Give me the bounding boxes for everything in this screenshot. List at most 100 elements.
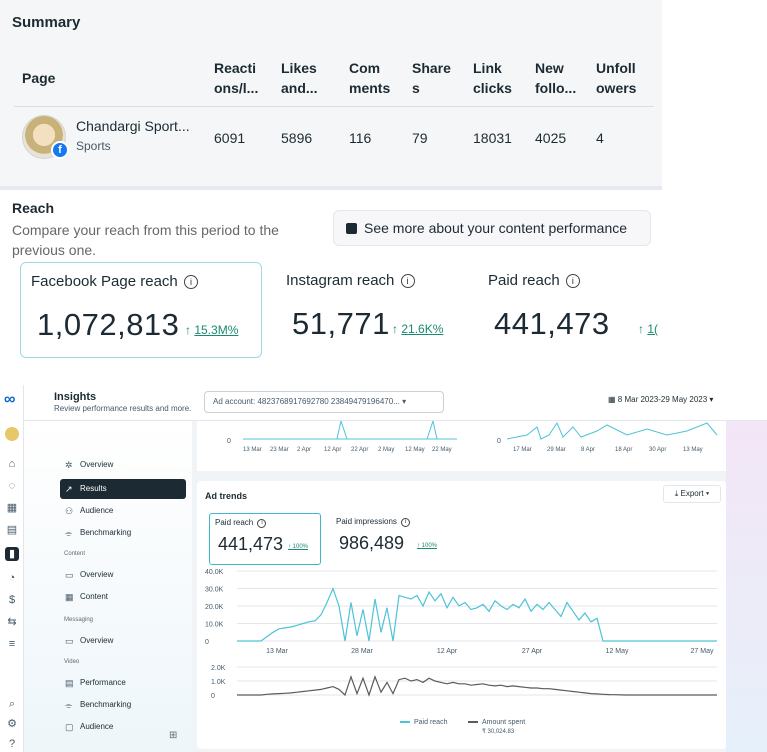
col-link-clicks[interactable]: Link clicks [473,60,512,96]
y-tick-top: 30.0K [205,587,224,594]
cell-link-clicks: 18031 [473,130,512,146]
paid-reach-card[interactable]: Paid reach i 441,473 ↑ 1( [478,262,662,358]
sidebar-item-results[interactable]: ↗ Results [60,479,186,499]
paid-reach-value: 441,473 [494,306,610,341]
collapse-sidebar-icon[interactable]: ⊞ [169,730,178,741]
cell-reactions: 6091 [214,130,246,146]
ig-reach-label: Instagram reach [286,272,395,289]
message-icon[interactable]: ⇆ [7,616,17,628]
kpi-paid-reach[interactable]: Paid reach i 441,473 ↑ 100% [209,513,321,565]
bell-icon[interactable]: ◌ [8,480,16,492]
top-tick-left: 2 May [378,447,394,453]
help-icon[interactable]: ? [8,738,16,750]
sidebar-item-content[interactable]: ▦ Content [60,587,186,607]
sidebar-item-video-benchmarking[interactable]: ⌯ Benchmarking [60,695,186,715]
insights-subtitle: Review performance results and more. [54,404,192,413]
section-content: Content [64,551,86,557]
page-icon: ▭ [65,636,74,646]
sidebar-item-audience[interactable]: ⚇ Audience [60,501,186,521]
info-icon[interactable]: i [565,274,580,288]
benchmark-icon: ⌯ [65,700,73,710]
col-shares[interactable]: Share s [412,60,451,96]
col-unfollowers[interactable]: Unfoll owers [596,60,637,96]
insights-icon[interactable]: ▮ [5,547,19,561]
col-comments[interactable]: Com ments [349,60,391,96]
col-new-followers[interactable]: New follo... [535,60,577,96]
export-button[interactable]: ⤓ Export ▾ [663,485,721,503]
x-tick: 28 Mar [351,648,373,655]
people-icon: ⚇ [65,506,74,516]
info-icon[interactable]: i [400,274,415,288]
x-tick: 12 May [606,648,629,655]
meta-logo[interactable]: ∞ [4,391,16,408]
fb-reach-label: Facebook Page reach [31,273,178,290]
top-tick-left: 12 Apr [324,447,341,453]
y-tick-top: 10.0K [205,622,224,629]
profile-avatar[interactable] [5,427,19,441]
sidebar-item-content-overview[interactable]: ▭ Overview [60,565,186,585]
page-name[interactable]: Chandargi Sport... [76,118,190,134]
top-chart-ticks-right: 17 Mar 29 Mar 8 Apr 18 Apr 30 Apr 13 May [513,447,703,453]
pages-icon[interactable]: ▤ [6,524,18,536]
megaphone-icon[interactable]: ◔ [8,572,16,584]
ig-reach-delta[interactable]: ↑ 21.6K% [392,322,444,336]
home-icon[interactable]: ⌂ [8,458,16,470]
sidebar-item-benchmarking[interactable]: ⌯ Benchmarking [60,523,186,543]
sidebar-item-messaging-overview[interactable]: ▭ Overview [60,631,186,651]
y-tick-bottom: 0 [211,693,215,700]
benchmark-icon: ⌯ [65,528,73,538]
x-tick: 27 Apr [522,648,543,655]
menu-icon[interactable]: ≡ [8,638,16,650]
col-likes[interactable]: Likes and... [281,60,318,96]
sidebar-item-video-audience[interactable]: ▢ Audience [60,717,186,737]
instagram-reach-card[interactable]: Instagram reach i 51,771 ↑ 21.6K% [276,262,476,358]
top-tick-left: 2 Apr [297,447,311,453]
svg-text:0: 0 [227,438,231,445]
top-tick-right: 29 Mar [547,447,566,453]
table-divider [14,106,654,107]
see-more-label: See more about your content performance [364,220,628,236]
ad-account-select[interactable]: Ad account: 4823768917692780 23849479196… [204,391,444,413]
insights-screen: ∞ ⌂ ◌ ▦ ▤ ▮ ◔ $ ⇆ ≡ ⌕ ⚙ ? Insights Revie… [0,385,767,752]
top-chart-ticks-left: 13 Mar 23 Mar 2 Apr 12 Apr 22 Apr 2 May 12 May… [243,447,452,453]
x-tick: 13 Mar [266,648,288,655]
sidebar-item-video-performance[interactable]: ▤ Performance [60,673,186,693]
ad-trends-card: Ad trends ⤓ Export ▾ Paid reach i 441,47… [197,481,726,749]
insights-title: Insights [54,391,97,403]
y-tick-top: 20.0K [205,604,224,611]
col-page[interactable]: Page [22,70,56,86]
kpi-paid-impressions-value: 986,489 [339,533,405,553]
top-tick-left: 22 May [432,447,452,453]
col-reactions[interactable]: Reacti ons/l... [214,60,259,96]
search-icon[interactable]: ⌕ [8,698,16,710]
cell-shares: 79 [412,130,428,146]
series-paid-reach [237,586,717,642]
dollar-icon[interactable]: $ [8,594,16,606]
legend-paid-reach[interactable]: Paid reach [400,719,447,726]
cell-unfollowers: 4 [596,130,604,146]
facebook-reach-card[interactable]: Facebook Page reach i 1,072,813 ↑ 15.3M% [20,262,262,358]
top-tick-right: 8 Apr [581,447,595,453]
info-icon[interactable]: i [183,275,198,289]
page-avatar[interactable] [22,115,66,159]
content-icon [346,223,357,234]
right-gradient [726,421,767,752]
top-tick-right: 18 Apr [615,447,632,453]
paid-reach-delta[interactable]: ↑ 1( [638,322,659,336]
kpi-paid-impressions-delta: ↑ 100% [417,543,438,549]
page-icon: ▭ [65,570,74,580]
cell-likes: 5896 [281,130,313,146]
fb-reach-delta[interactable]: ↑ 15.3M% [185,323,239,337]
sidebar-item-overview[interactable]: ✲ Overview [60,455,186,475]
table-icon[interactable]: ▦ [6,502,18,514]
section-video: Video [64,659,80,665]
top-tick-right: 17 Mar [513,447,532,453]
fb-reach-value: 1,072,813 [37,307,180,342]
top-tick-left: 13 Mar [243,447,262,453]
date-range-picker[interactable]: ▦ 8 Mar 2023-29 May 2023 ▾ [608,395,714,404]
gear-icon[interactable]: ⚙ [7,718,17,730]
insights-sidebar: ✲ Overview ↗ Results ⚇ Audience ⌯ Benchmarki… [24,421,192,752]
see-more-content-button[interactable]: See more about your content performance [333,210,651,246]
legend-amount-spent[interactable]: Amount spent [468,719,525,726]
kpi-paid-impressions[interactable]: Paid impressions i 986,489 ↑ 100% [336,517,438,553]
